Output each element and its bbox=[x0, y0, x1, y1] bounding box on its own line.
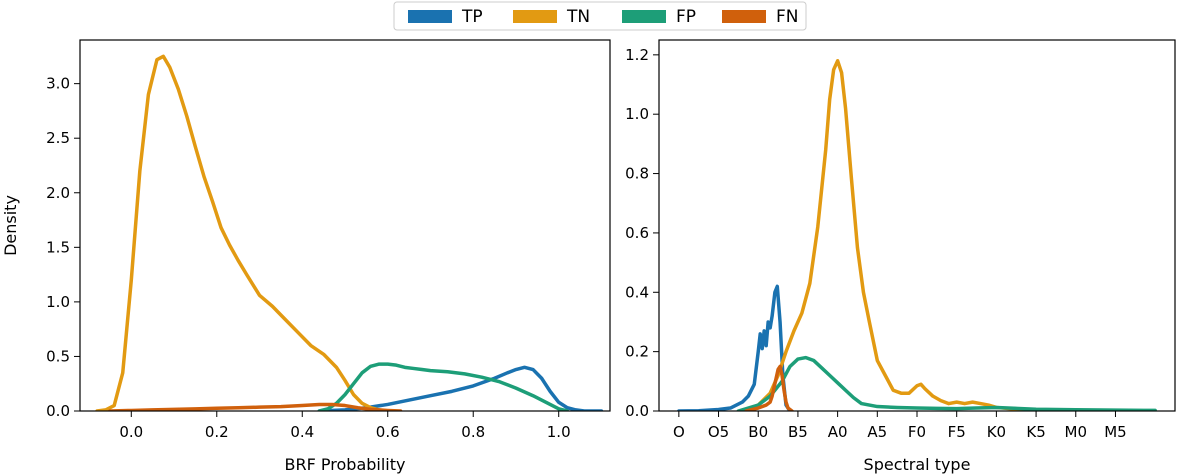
x-tick-label: B5 bbox=[788, 423, 808, 441]
series-line-tn bbox=[95, 54, 390, 411]
legend-swatch-tn bbox=[513, 10, 557, 23]
legend-box bbox=[393, 1, 807, 31]
x-tick-label: B0 bbox=[748, 423, 768, 441]
x-tick-label: 1.0 bbox=[547, 423, 571, 441]
x-tick-label: F0 bbox=[908, 423, 926, 441]
series-line-tp bbox=[317, 365, 604, 411]
y-tick-label: 2.5 bbox=[46, 129, 70, 147]
y-tick-label: 1.5 bbox=[46, 238, 70, 256]
series-line-fp bbox=[317, 362, 570, 411]
legend-label-tp: TP bbox=[461, 7, 483, 27]
plot-frame bbox=[658, 39, 1176, 412]
x-tick-label: A5 bbox=[867, 423, 887, 441]
legend-label-fn: FN bbox=[776, 7, 799, 27]
x-tick-label: M0 bbox=[1065, 423, 1088, 441]
y-tick-label: 0.0 bbox=[46, 402, 70, 420]
series-line-tp bbox=[677, 284, 792, 411]
panel-brf-probability: 0.0 0.2 0.4 0.6 0.8 1.0 0.0 0.5 1.0 1.5 2.0 2.5 3.0 B… bbox=[1, 39, 611, 474]
x-axis-label: Spectral type bbox=[864, 455, 971, 474]
x-tick-label: 0.8 bbox=[461, 423, 485, 441]
legend-swatch-fn bbox=[722, 10, 766, 23]
series-line-tn bbox=[744, 59, 1157, 411]
y-tick-label: 0.0 bbox=[625, 402, 649, 420]
x-tick-label: O5 bbox=[708, 423, 729, 441]
x-tick-label: K0 bbox=[987, 423, 1006, 441]
x-tick-label: 0.0 bbox=[119, 423, 143, 441]
y-tick-label: 1.0 bbox=[625, 105, 649, 123]
x-tick-label: 0.4 bbox=[290, 423, 314, 441]
legend: TP TN FP FN bbox=[393, 1, 807, 31]
x-tick-label: F5 bbox=[948, 423, 966, 441]
legend-swatch-tp bbox=[408, 10, 452, 23]
x-axis-label: BRF Probability bbox=[285, 455, 406, 474]
y-tick-label: 0.8 bbox=[625, 165, 649, 183]
y-tick-label: 3.0 bbox=[46, 75, 70, 93]
x-tick-label: K5 bbox=[1026, 423, 1045, 441]
y-tick-label: 0.5 bbox=[46, 347, 70, 365]
series-line-fn bbox=[108, 402, 403, 411]
y-tick-label: 0.4 bbox=[625, 283, 649, 301]
y-tick-label: 0.2 bbox=[625, 343, 649, 361]
x-tick-label: 0.6 bbox=[376, 423, 400, 441]
x-tick-label: 0.2 bbox=[205, 423, 229, 441]
legend-label-tn: TN bbox=[566, 7, 590, 27]
y-tick-label: 1.2 bbox=[625, 46, 649, 64]
series-line-fp bbox=[736, 355, 1157, 411]
legend-swatch-fp bbox=[622, 10, 666, 23]
legend-label-fp: FP bbox=[676, 7, 696, 27]
y-tick-label: 0.6 bbox=[625, 224, 649, 242]
y-tick-label: 2.0 bbox=[46, 184, 70, 202]
x-tick-label: A0 bbox=[828, 423, 848, 441]
y-axis-label: Density bbox=[1, 195, 20, 256]
plot-frame bbox=[79, 39, 611, 412]
series-line-fn bbox=[744, 364, 794, 411]
x-tick-label: M5 bbox=[1104, 423, 1127, 441]
panel-spectral-type: O O5 B0 B5 A0 A5 F0 F5 K0 K5 M0 M5 0.0 0.2 0.4 0.6 0.8 1.… bbox=[625, 39, 1176, 474]
x-tick-label: O bbox=[673, 423, 685, 441]
y-tick-label: 1.0 bbox=[46, 293, 70, 311]
